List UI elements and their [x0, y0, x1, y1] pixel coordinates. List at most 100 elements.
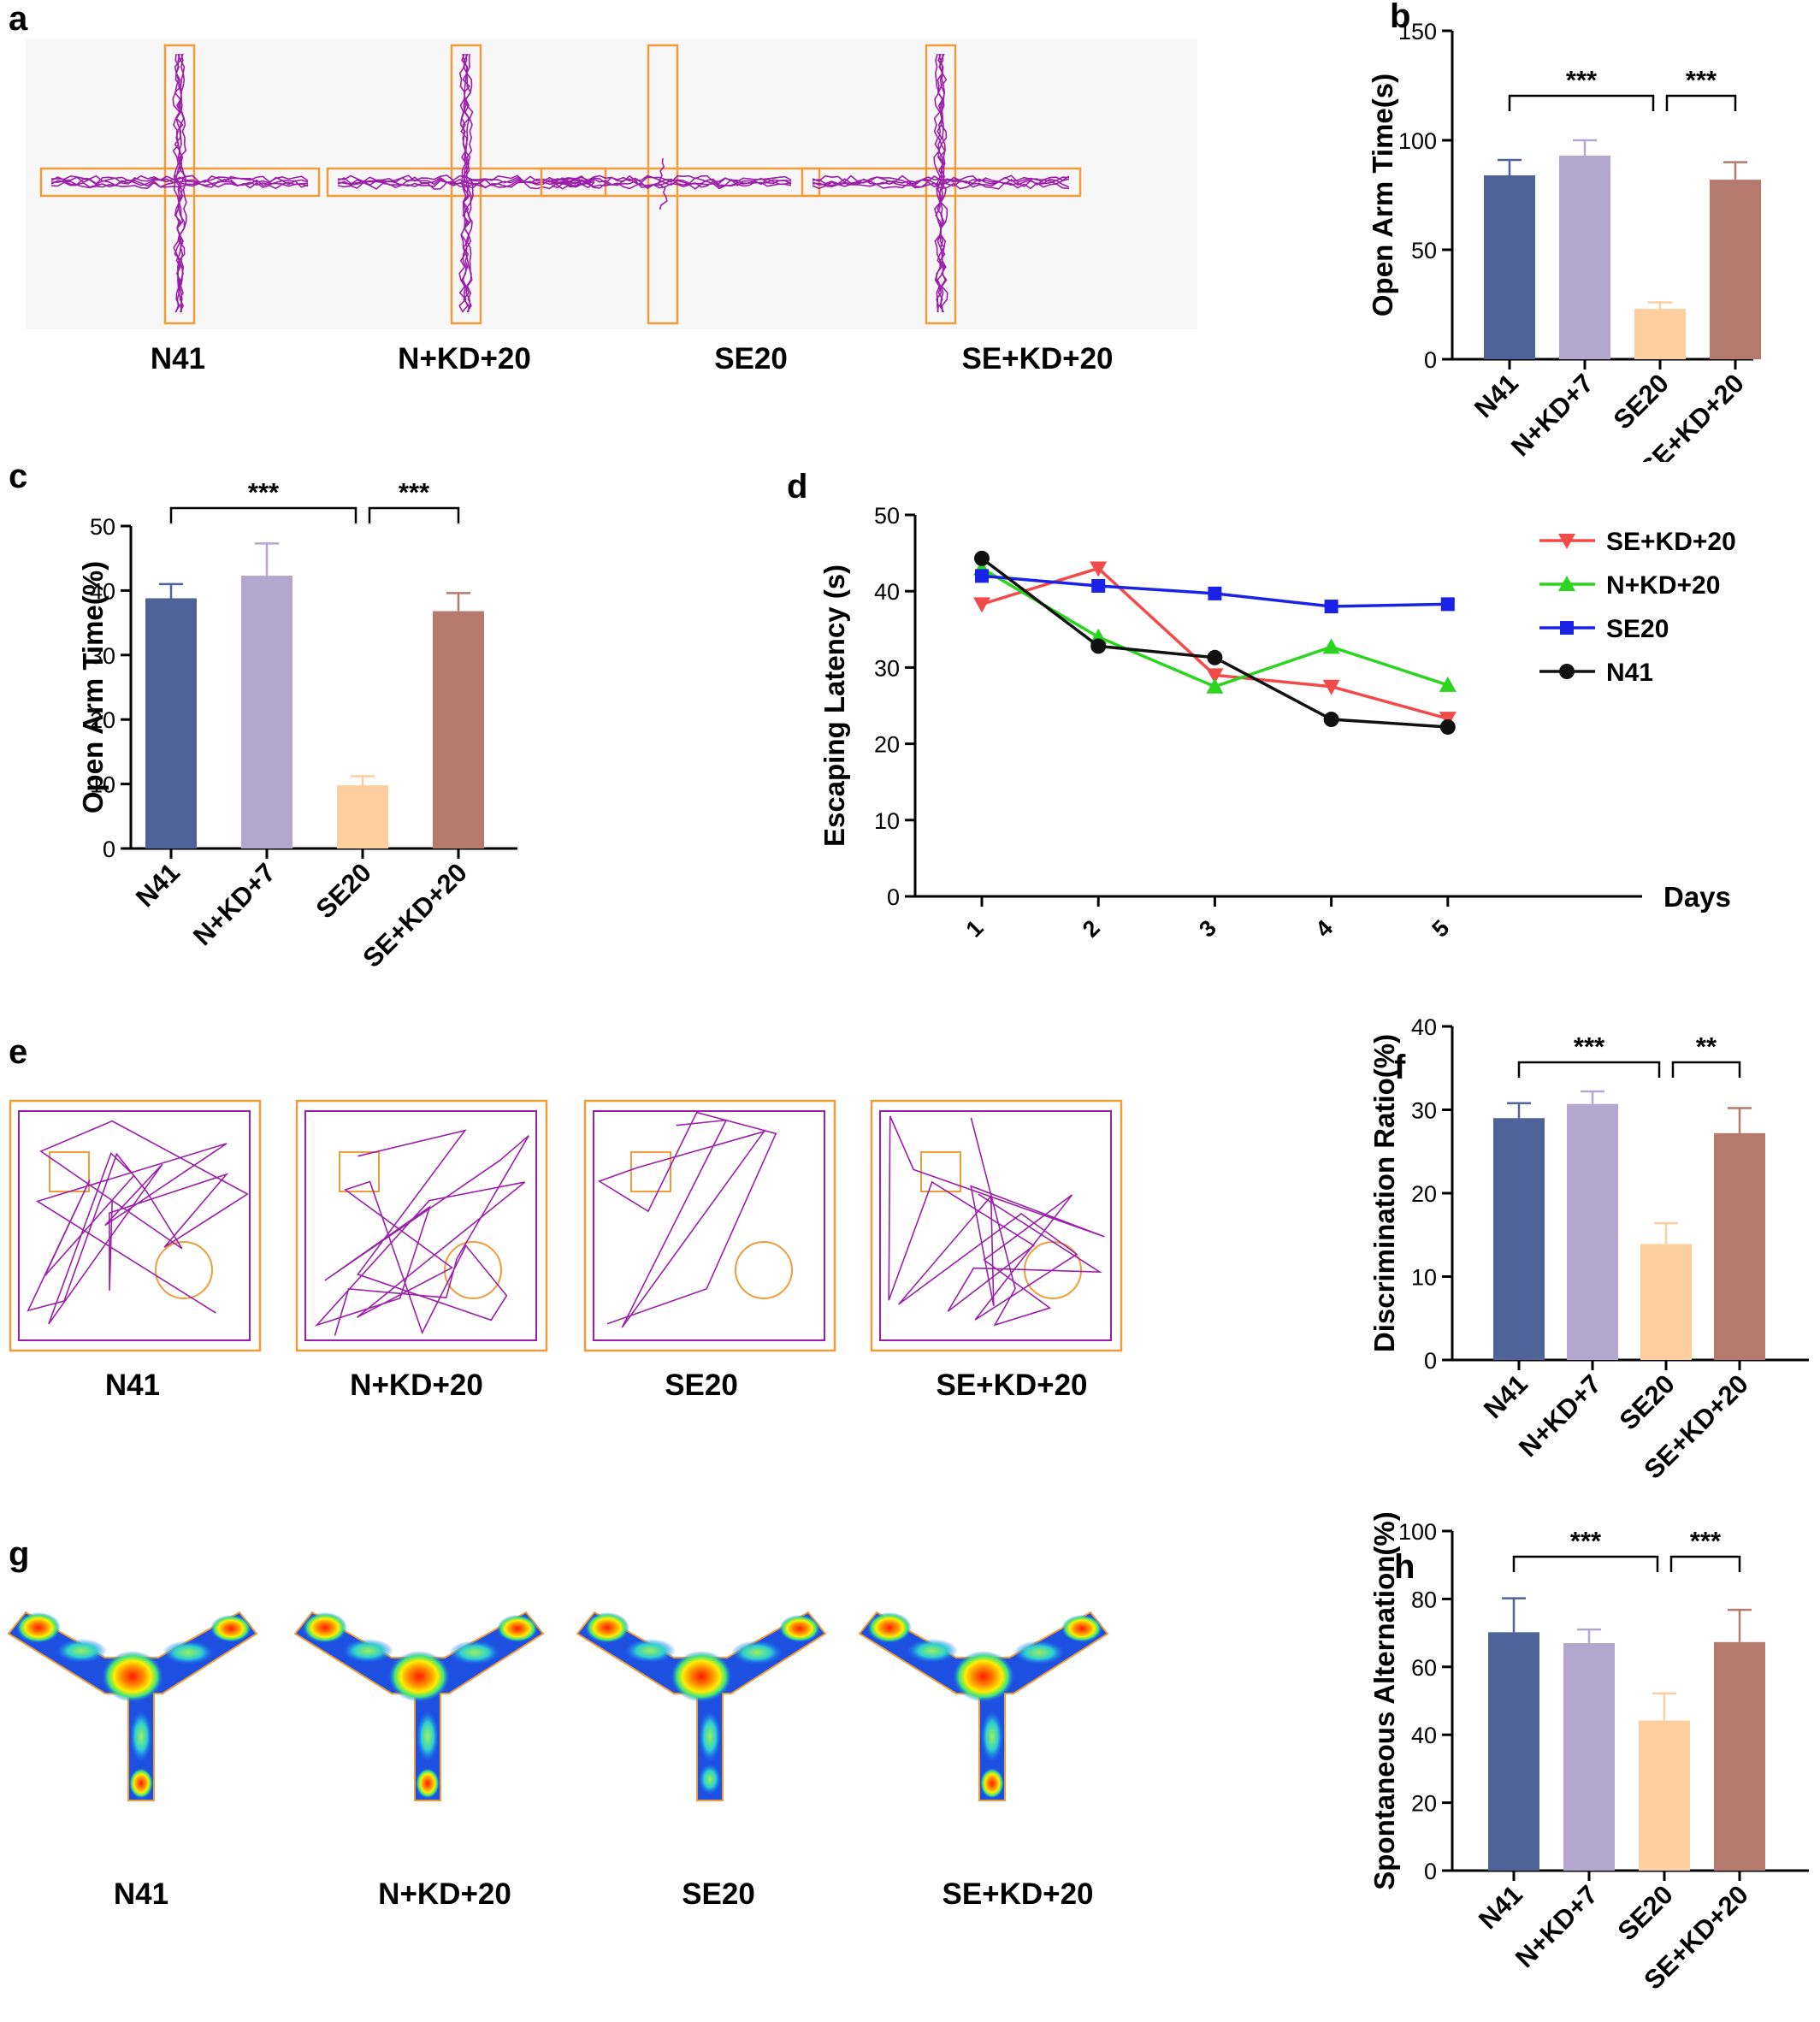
bar-SE20 — [1634, 309, 1686, 359]
bar-SE20 — [1639, 1720, 1690, 1871]
panel-a-label-1: N+KD+20 — [398, 342, 531, 375]
heat-spot — [699, 1764, 721, 1794]
heat-spot — [980, 1768, 1004, 1799]
heat-spot — [210, 1615, 251, 1642]
significance-label: *** — [1690, 1526, 1722, 1556]
y-tick-label: 10 — [90, 772, 115, 798]
data-point-N+KD+20 — [1439, 676, 1457, 692]
panel-a-label-3: SE+KD+20 — [961, 342, 1114, 375]
x-tick-label: SE20 — [310, 857, 377, 924]
panel-letter-a: a — [9, 0, 28, 38]
significance-label: *** — [399, 477, 430, 507]
x-tick-label: N+KD+7 — [1513, 1369, 1607, 1463]
panel-letter-h: h — [1394, 1548, 1415, 1586]
bar-N+KD+7 — [1567, 1103, 1618, 1360]
panel-g-label-0: N41 — [113, 1877, 169, 1911]
x-tick-label: SE+KD+20 — [357, 857, 473, 973]
ymaze-heatmap — [7, 1611, 258, 1801]
panel-letter-e: e — [9, 1033, 28, 1071]
y-tick-label: 30 — [1411, 1098, 1437, 1124]
legend-marker — [1558, 576, 1575, 591]
y-tick-label: 40 — [1411, 1723, 1437, 1748]
track-path — [551, 178, 792, 187]
panel-letter-g: g — [9, 1535, 30, 1573]
data-point-SE+KD+20 — [973, 597, 990, 613]
panel-g-label-3: SE+KD+20 — [942, 1877, 1094, 1911]
panel-e-open-field-tracks — [9, 1099, 1123, 1352]
bar-SE+KD+20 — [433, 611, 484, 848]
x-tick-label: SE20 — [1614, 1369, 1681, 1435]
significance-bracket — [169, 506, 358, 523]
y-tick-label: 40 — [90, 578, 115, 604]
data-point-N41 — [1439, 718, 1456, 735]
track-path — [179, 53, 187, 313]
x-tick-label: SE20 — [1612, 1879, 1679, 1946]
track-path — [593, 1110, 825, 1341]
significance-label: *** — [1686, 65, 1717, 95]
chart-d-escaping-latency: d 0 10 20 30 40 50 Escaping Latency (s) Days 1 2 3 4… — [787, 468, 1736, 943]
heat-spot — [162, 1641, 214, 1664]
y-tick-label: 20 — [90, 707, 115, 733]
y-tick-label: 0 — [103, 837, 115, 862]
y-tick-label: 80 — [1411, 1587, 1437, 1612]
data-point-SE20 — [1091, 578, 1106, 593]
novel-object-zone — [155, 1241, 213, 1299]
novel-object-zone — [444, 1241, 502, 1299]
y-axis-title: Open Arm Time(s) — [1367, 74, 1398, 316]
track-path — [172, 53, 180, 313]
significance-bracket — [1517, 1061, 1661, 1078]
data-point-SE20 — [975, 569, 989, 583]
heat-spot — [342, 1639, 393, 1663]
significance-bracket — [1665, 94, 1737, 111]
x-tick-label: 5 — [1427, 915, 1455, 943]
legend-label: N+KD+20 — [1606, 571, 1720, 600]
y-tick-label: 150 — [1398, 19, 1437, 44]
heat-spot — [102, 1651, 163, 1702]
heat-spot — [129, 1768, 153, 1799]
panel-e-label-2: SE20 — [665, 1369, 738, 1402]
significance-bracket — [1669, 1555, 1741, 1572]
ymaze-heatmap — [293, 1611, 545, 1801]
y-axis-title: Spontaneous Alternation(%) — [1368, 1511, 1400, 1889]
heat-spot — [779, 1615, 820, 1642]
y-axis-title: Open Arm Time(%) — [77, 561, 109, 813]
track-path — [888, 1115, 1105, 1327]
heat-spot — [981, 1711, 1003, 1762]
heat-spot — [497, 1615, 538, 1642]
x-tick-label: 4 — [1310, 915, 1338, 943]
panel-letter-f: f — [1394, 1049, 1406, 1086]
chart-f-discrimination-ratio: f 0 10 20 30 40 Discrimination Ratio(%) N41N+KD… — [1368, 1014, 1809, 1485]
bar-N41 — [1484, 174, 1535, 359]
y-tick-label: 50 — [1411, 238, 1437, 263]
heat-spot — [388, 1651, 450, 1702]
legend-marker — [1558, 534, 1575, 549]
familiar-object-zone — [630, 1151, 671, 1192]
track-path — [50, 174, 309, 183]
open-field-arena — [9, 1099, 262, 1352]
y-tick-label: 0 — [1424, 1859, 1437, 1884]
track-path — [937, 53, 945, 313]
legend-marker — [1560, 621, 1574, 635]
track-path — [658, 157, 668, 210]
plus-maze-horizontal-arm — [540, 167, 821, 198]
legend-label: N41 — [1606, 659, 1653, 687]
significance-bracket — [1512, 1555, 1659, 1572]
x-tick-label: 3 — [1194, 915, 1221, 943]
x-tick-label: N+KD+7 — [1505, 368, 1599, 462]
data-point-N41 — [1323, 712, 1339, 728]
y-tick-label: 20 — [1411, 1791, 1437, 1817]
bar-N+KD+7 — [1559, 155, 1610, 359]
data-point-N41 — [1090, 638, 1107, 654]
track-path — [304, 1110, 537, 1341]
y-tick-label: 50 — [874, 503, 900, 529]
ymaze-heatmap — [576, 1611, 827, 1801]
open-field-arena — [295, 1099, 548, 1352]
y-tick-label: 0 — [887, 884, 900, 910]
panel-letter-c: c — [9, 458, 27, 495]
significance-bracket — [1508, 94, 1655, 111]
data-point-N+KD+20 — [1206, 677, 1224, 694]
heat-spot — [907, 1639, 958, 1663]
y-tick-label: 10 — [1411, 1265, 1437, 1291]
